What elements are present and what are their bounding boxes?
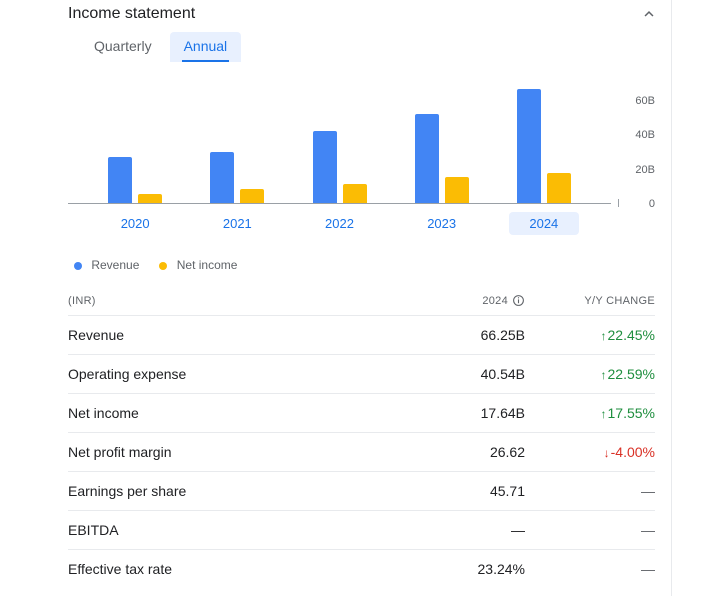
bar-group: [509, 89, 579, 203]
income-chart: 0 20B 40B 60B 2020 2021 2022 2023 2024: [68, 84, 655, 234]
metric-change: ↓-4.00%: [525, 444, 655, 460]
x-category-label[interactable]: 2021: [202, 212, 272, 235]
y-tick-label: 60B: [635, 95, 655, 107]
section-title: Income statement: [68, 5, 195, 23]
currency-label: (INR): [68, 295, 385, 307]
legend-swatch: [74, 262, 82, 270]
chart-x-axis: 2020 2021 2022 2023 2024: [68, 212, 611, 236]
y-tick-label: 0: [649, 198, 655, 210]
table-header: (INR) 2024 Y/Y CHANGE: [68, 284, 655, 315]
bar-group: [202, 152, 272, 203]
bar-revenue[interactable]: [108, 157, 132, 203]
y-tick-label: 20B: [635, 164, 655, 176]
x-category-label[interactable]: 2023: [407, 212, 477, 235]
income-statement-panel: Income statement Quarterly Annual 0 20B 40…: [0, 0, 704, 596]
metric-change: —: [525, 483, 655, 499]
metric-value: 40.54B: [385, 366, 525, 382]
section-header[interactable]: Income statement: [56, 0, 667, 32]
chart-y-axis: 020B40B60B: [619, 84, 655, 204]
y-tick-label: 40B: [635, 129, 655, 141]
metric-name: Revenue: [68, 327, 385, 343]
table-row[interactable]: Effective tax rate23.24%—: [68, 549, 655, 588]
bar-net-income[interactable]: [343, 184, 367, 203]
metric-name: EBITDA: [68, 522, 385, 538]
bar-revenue[interactable]: [210, 152, 234, 203]
metric-value: —: [385, 522, 525, 538]
metric-name: Net income: [68, 405, 385, 421]
tab-label: Quarterly: [94, 38, 152, 54]
bar-net-income[interactable]: [547, 173, 571, 203]
legend-swatch: [159, 262, 167, 270]
metric-name: Earnings per share: [68, 483, 385, 499]
value-column-header: 2024: [385, 294, 525, 307]
metric-name: Effective tax rate: [68, 561, 385, 577]
bar-revenue[interactable]: [415, 114, 439, 203]
bar-group: [305, 131, 375, 203]
change-column-header: Y/Y CHANGE: [525, 295, 655, 307]
metric-change: —: [525, 561, 655, 577]
bar-net-income[interactable]: [445, 177, 469, 203]
table-row[interactable]: Earnings per share45.71—: [68, 471, 655, 510]
legend-label: Net income: [177, 258, 238, 272]
bar-group: [100, 157, 170, 203]
legend-item-revenue: Revenue: [74, 258, 139, 272]
metric-value: 23.24%: [385, 561, 525, 577]
bar-group: [407, 114, 477, 203]
metric-name: Operating expense: [68, 366, 385, 382]
tab-label: Annual: [184, 38, 228, 54]
bar-net-income[interactable]: [240, 189, 264, 203]
bar-revenue[interactable]: [517, 89, 541, 203]
chart-plot-area: [68, 84, 611, 204]
period-tabs: Quarterly Annual: [56, 32, 667, 66]
bar-revenue[interactable]: [313, 131, 337, 203]
metric-change: ↑17.55%: [525, 405, 655, 421]
metric-value: 26.62: [385, 444, 525, 460]
metric-value: 66.25B: [385, 327, 525, 343]
x-category-label[interactable]: 2022: [305, 212, 375, 235]
metric-value: 45.71: [385, 483, 525, 499]
metric-name: Net profit margin: [68, 444, 385, 460]
bar-net-income[interactable]: [138, 194, 162, 203]
table-row[interactable]: Net income17.64B↑17.55%: [68, 393, 655, 432]
table-row[interactable]: EBITDA——: [68, 510, 655, 549]
financial-table: (INR) 2024 Y/Y CHANGE Revenue66.25B↑22.4…: [56, 272, 667, 588]
metric-value: 17.64B: [385, 405, 525, 421]
income-statement-card: Income statement Quarterly Annual 0 20B 40…: [56, 0, 672, 596]
metric-change: ↑22.45%: [525, 327, 655, 343]
chevron-up-icon[interactable]: [639, 4, 659, 24]
info-icon[interactable]: [512, 294, 525, 307]
chart-legend: Revenue Net income: [56, 234, 667, 272]
table-row[interactable]: Operating expense40.54B↑22.59%: [68, 354, 655, 393]
table-row[interactable]: Revenue66.25B↑22.45%: [68, 315, 655, 354]
x-category-label[interactable]: 2020: [100, 212, 170, 235]
x-category-label[interactable]: 2024: [509, 212, 579, 235]
table-row[interactable]: Net profit margin26.62↓-4.00%: [68, 432, 655, 471]
tab-quarterly[interactable]: Quarterly: [80, 32, 166, 62]
legend-label: Revenue: [91, 258, 139, 272]
metric-change: ↑22.59%: [525, 366, 655, 382]
value-header-text: 2024: [482, 295, 508, 307]
tab-annual[interactable]: Annual: [170, 32, 242, 62]
metric-change: —: [525, 522, 655, 538]
legend-item-net-income: Net income: [159, 258, 237, 272]
